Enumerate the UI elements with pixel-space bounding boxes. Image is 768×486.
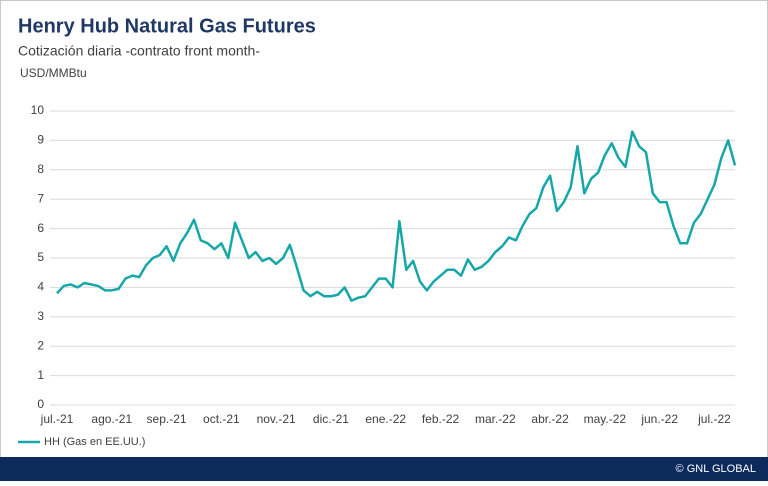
legend-label: HH (Gas en EE.UU.): [44, 436, 145, 448]
y-tick-label: 3: [37, 309, 44, 323]
y-tick-label: 6: [37, 221, 44, 235]
chart-subtitle: Cotización diaria -contrato front month-: [18, 43, 260, 59]
y-tick-label: 9: [37, 133, 44, 147]
x-tick-label: may.-22: [584, 412, 627, 426]
y-tick-label: 1: [37, 368, 44, 382]
x-tick-label: sep.-21: [147, 412, 187, 426]
chart-title: Henry Hub Natural Gas Futures: [18, 15, 316, 37]
y-tick-label: 5: [37, 250, 44, 264]
y-axis-label: USD/MMBtu: [20, 66, 87, 80]
y-tick-label: 2: [37, 338, 44, 352]
x-tick-label: mar.-22: [475, 412, 516, 426]
x-tick-label: ago.-21: [91, 412, 132, 426]
y-tick-label: 10: [31, 103, 45, 117]
x-tick-label: abr.-22: [531, 412, 569, 426]
x-tick-label: dic.-21: [313, 412, 349, 426]
y-tick-label: 0: [37, 397, 44, 411]
y-tick-label: 4: [37, 280, 44, 294]
x-tick-label: jul.-22: [697, 412, 731, 426]
y-tick-label: 8: [37, 162, 44, 176]
footer-bar: [0, 457, 768, 481]
x-tick-label: ene.-22: [365, 412, 406, 426]
data-line: [56, 130, 737, 302]
footer-text: © GNL GLOBAL: [676, 463, 756, 475]
x-tick-label: nov.-21: [257, 412, 296, 426]
x-tick-label: oct.-21: [203, 412, 240, 426]
x-tick-label: feb.-22: [422, 412, 460, 426]
y-tick-label: 7: [37, 191, 44, 205]
x-tick-label: jul.-21: [40, 412, 74, 426]
x-tick-label: jun.-22: [640, 412, 678, 426]
